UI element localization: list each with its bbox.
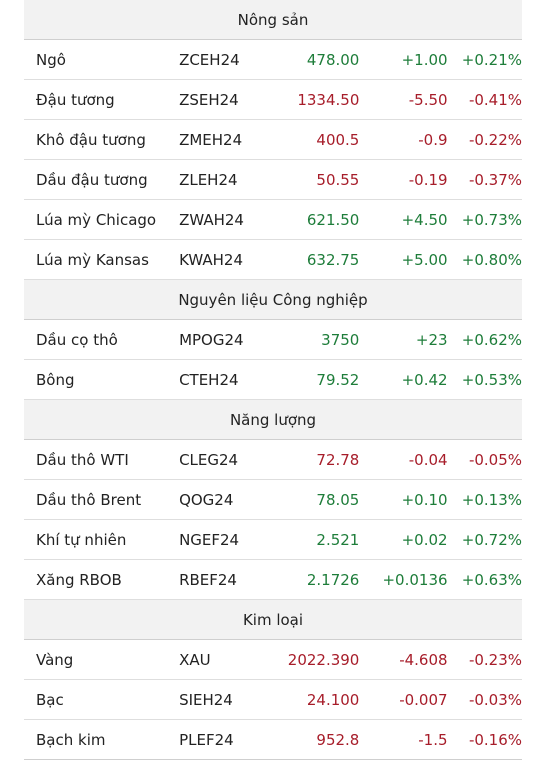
commodity-price: 632.75 — [306, 250, 360, 269]
table-row: Bạch kim PLEF24 952.8 -1.5 -0.16% — [24, 720, 522, 760]
commodity-name: Lúa mỳ Chicago — [36, 210, 157, 229]
commodity-change: +0.42 — [401, 370, 448, 389]
commodity-change-percent: +0.62% — [461, 330, 523, 349]
commodity-price: 952.8 — [316, 730, 360, 749]
commodity-table: Nông sản Ngô ZCEH24 478.00 +1.00 +0.21% Đậu tư… — [24, 0, 522, 760]
section-header: Năng lượng — [24, 400, 522, 440]
commodity-price: 2022.390 — [287, 650, 360, 669]
commodity-name: Bông — [36, 370, 75, 389]
commodity-change: -0.04 — [408, 450, 448, 469]
commodity-change-percent: +0.13% — [461, 490, 523, 509]
commodity-symbol: CLEG24 — [179, 450, 239, 469]
commodity-symbol: ZWAH24 — [179, 210, 244, 229]
commodity-name: Bạch kim — [36, 730, 106, 749]
commodity-symbol: ZSEH24 — [179, 90, 239, 109]
commodity-change-percent: -0.41% — [468, 90, 523, 109]
commodity-change: -0.007 — [399, 690, 448, 709]
commodity-price: 400.5 — [316, 130, 360, 149]
commodity-change-percent: -0.37% — [468, 170, 523, 189]
commodity-name: Bạc — [36, 690, 64, 709]
section-header: Nguyên liệu Công nghiệp — [24, 280, 522, 320]
table-row: Bạc SIEH24 24.100 -0.007 -0.03% — [24, 680, 522, 720]
commodity-name: Ngô — [36, 50, 66, 69]
commodity-price: 2.1726 — [306, 570, 360, 589]
commodity-change-percent: +0.80% — [461, 250, 523, 269]
table-row: Lúa mỳ Kansas KWAH24 632.75 +5.00 +0.80% — [24, 240, 522, 280]
commodity-name: Vàng — [36, 650, 74, 669]
commodity-change-percent: +0.21% — [461, 50, 523, 69]
commodity-symbol: ZCEH24 — [179, 50, 240, 69]
commodity-symbol: CTEH24 — [179, 370, 239, 389]
table-row: Dầu cọ thô MPOG24 3750 +23 +0.62% — [24, 320, 522, 360]
commodity-change: +4.50 — [401, 210, 448, 229]
commodity-change-percent: +0.72% — [461, 530, 523, 549]
table-row: Vàng XAU 2022.390 -4.608 -0.23% — [24, 640, 522, 680]
commodity-symbol: MPOG24 — [179, 330, 244, 349]
commodity-change: +0.02 — [401, 530, 448, 549]
table-row: Ngô ZCEH24 478.00 +1.00 +0.21% — [24, 40, 522, 80]
commodity-change-percent: -0.22% — [468, 130, 523, 149]
commodity-price: 1334.50 — [297, 90, 360, 109]
table-row: Lúa mỳ Chicago ZWAH24 621.50 +4.50 +0.73% — [24, 200, 522, 240]
commodity-change: +0.10 — [401, 490, 448, 509]
commodity-symbol: ZMEH24 — [179, 130, 243, 149]
commodity-change-percent: +0.53% — [461, 370, 523, 389]
commodity-name: Dầu thô Brent — [36, 490, 142, 509]
commodity-name: Lúa mỳ Kansas — [36, 250, 149, 269]
commodity-name: Xăng RBOB — [36, 570, 122, 589]
commodity-change-percent: -0.23% — [468, 650, 523, 669]
commodity-price: 50.55 — [316, 170, 360, 189]
table-row: Dầu đậu tương ZLEH24 50.55 -0.19 -0.37% — [24, 160, 522, 200]
commodity-price: 3750 — [321, 330, 360, 349]
table-row: Dầu thô WTI CLEG24 72.78 -0.04 -0.05% — [24, 440, 522, 480]
commodity-price: 72.78 — [316, 450, 360, 469]
commodity-symbol: QOG24 — [179, 490, 234, 509]
commodity-change-percent: -0.05% — [468, 450, 523, 469]
commodity-change-percent: +0.73% — [461, 210, 523, 229]
commodity-price: 478.00 — [306, 50, 360, 69]
commodity-symbol: SIEH24 — [179, 690, 233, 709]
commodity-symbol: ZLEH24 — [179, 170, 238, 189]
section-header: Nông sản — [24, 0, 522, 40]
commodity-change: -0.19 — [408, 170, 448, 189]
commodity-name: Khí tự nhiên — [36, 530, 127, 549]
commodity-price: 2.521 — [316, 530, 360, 549]
commodity-name: Dầu đậu tương — [36, 170, 148, 189]
commodity-name: Dầu thô WTI — [36, 450, 129, 469]
commodity-change: -5.50 — [408, 90, 448, 109]
table-row: Khí tự nhiên NGEF24 2.521 +0.02 +0.72% — [24, 520, 522, 560]
commodity-price: 24.100 — [306, 690, 360, 709]
table-row: Bông CTEH24 79.52 +0.42 +0.53% — [24, 360, 522, 400]
commodity-change: +23 — [415, 330, 448, 349]
commodity-name: Dầu cọ thô — [36, 330, 118, 349]
table-row: Xăng RBOB RBEF24 2.1726 +0.0136 +0.63% — [24, 560, 522, 600]
table-row: Đậu tương ZSEH24 1334.50 -5.50 -0.41% — [24, 80, 522, 120]
commodity-name: Khô đậu tương — [36, 130, 146, 149]
commodity-change: -1.5 — [418, 730, 448, 749]
commodity-change-percent: -0.16% — [468, 730, 523, 749]
commodity-symbol: XAU — [179, 650, 211, 669]
commodity-symbol: PLEF24 — [179, 730, 234, 749]
commodity-symbol: RBEF24 — [179, 570, 237, 589]
commodity-change: +5.00 — [401, 250, 448, 269]
section-header: Kim loại — [24, 600, 522, 640]
commodity-change-percent: +0.63% — [461, 570, 523, 589]
commodity-symbol: KWAH24 — [179, 250, 244, 269]
commodity-change: +0.0136 — [382, 570, 448, 589]
commodity-symbol: NGEF24 — [179, 530, 240, 549]
commodity-change-percent: -0.03% — [468, 690, 523, 709]
commodity-price: 78.05 — [316, 490, 360, 509]
commodity-price: 79.52 — [316, 370, 360, 389]
commodity-change: +1.00 — [401, 50, 448, 69]
commodity-change: -4.608 — [399, 650, 448, 669]
table-row: Dầu thô Brent QOG24 78.05 +0.10 +0.13% — [24, 480, 522, 520]
table-row: Khô đậu tương ZMEH24 400.5 -0.9 -0.22% — [24, 120, 522, 160]
commodity-change: -0.9 — [418, 130, 448, 149]
commodity-price: 621.50 — [306, 210, 360, 229]
commodity-name: Đậu tương — [36, 90, 115, 109]
